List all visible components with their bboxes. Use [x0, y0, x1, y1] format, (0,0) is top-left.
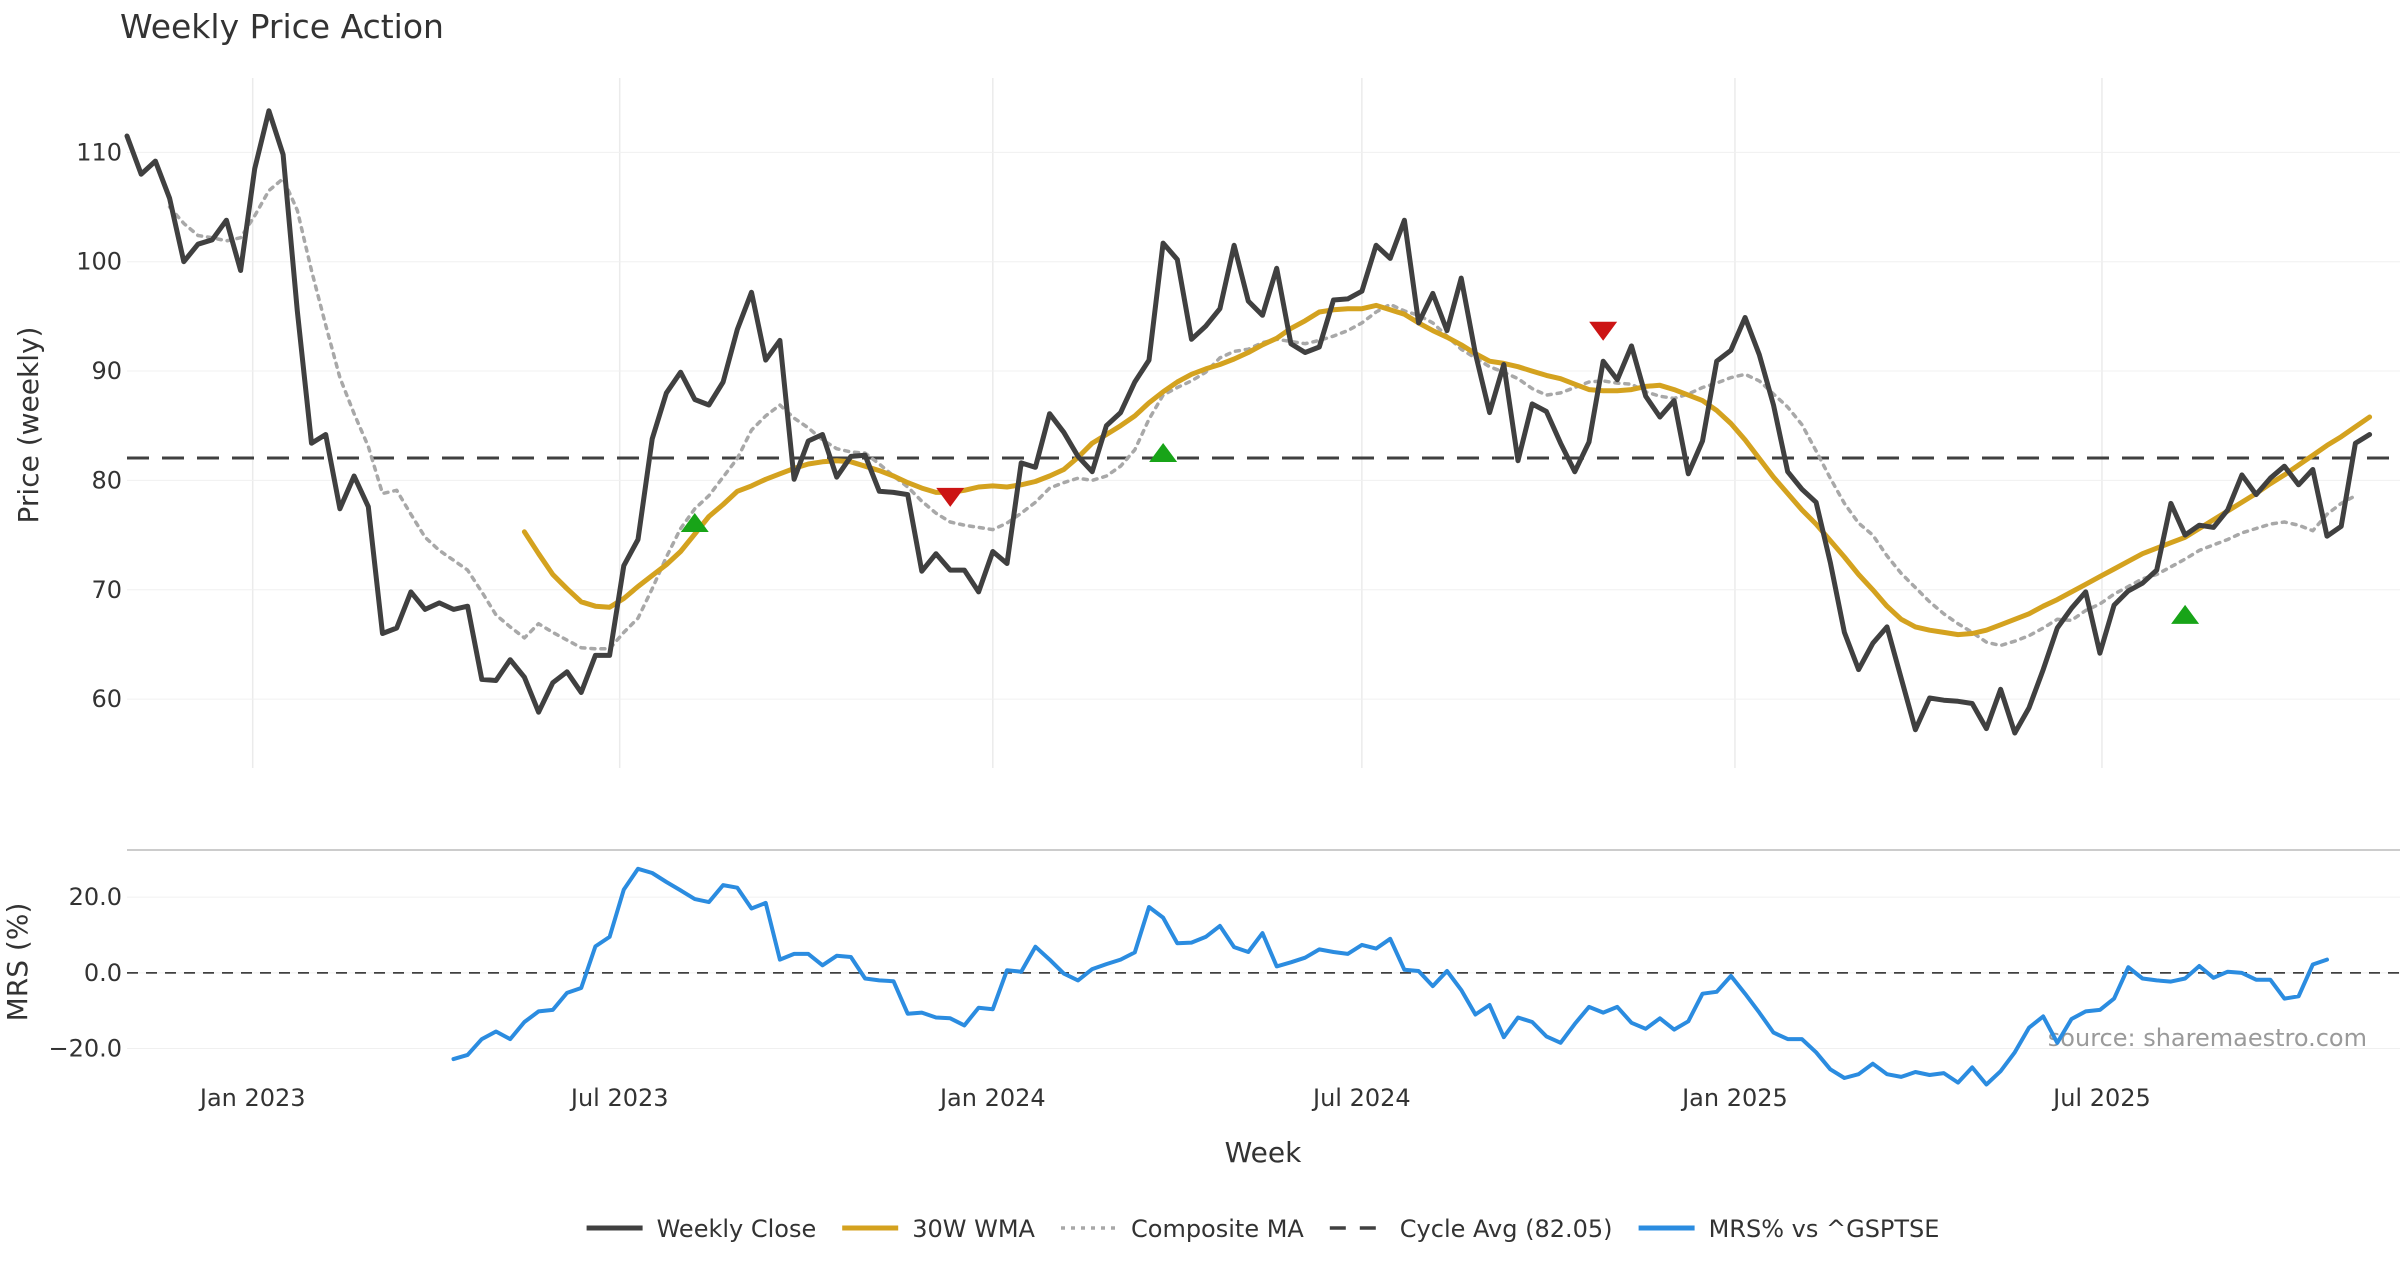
weekly-close-line: [124, 108, 2373, 736]
x-axis-label: Week: [1225, 1136, 1302, 1169]
x-tick-label: Jul 2023: [569, 1084, 669, 1112]
legend-label: Cycle Avg (82.05): [1400, 1215, 1613, 1243]
grid-layer: [127, 78, 2400, 1050]
sell-signal-marker: [1589, 321, 1618, 341]
mrs-axis-label: MRS (%): [1, 903, 34, 1022]
price-y-tick-label: 60: [91, 685, 122, 713]
buy-signal-marker: [1149, 442, 1178, 462]
mrs-y-tick-label: 20.0: [69, 883, 122, 911]
series-layer: [124, 108, 2373, 1087]
legend: Weekly Close 30W WMA Composite MA Cycle Avg…: [586, 1215, 1940, 1243]
source-note: source: sharemaestro.com: [2048, 1024, 2367, 1052]
legend-item: Composite MA: [1061, 1215, 1304, 1243]
legend-label: MRS% vs ^GSPTSE: [1709, 1215, 1940, 1243]
price-axis-label: Price (weekly): [12, 327, 45, 524]
legend-label: 30W WMA: [912, 1215, 1035, 1243]
signal-layer: [680, 321, 2200, 624]
chart-title: Weekly Price Action: [120, 7, 444, 46]
legend-label: Weekly Close: [657, 1215, 817, 1243]
legend-label: Composite MA: [1131, 1215, 1304, 1243]
price-y-tick-label: 110: [76, 138, 122, 166]
buy-signal-marker: [680, 512, 709, 532]
reference-layer: [127, 456, 2400, 974]
mrs-line: [451, 866, 2329, 1087]
axis-text-layer: Jan 2023 Jul 2023 Jan 2024 Jul 2024 Jan 2025…: [48, 138, 2150, 1112]
x-tick-label: Jan 2023: [198, 1084, 306, 1112]
x-tick-label: Jul 2024: [1311, 1084, 1411, 1112]
x-tick-label: Jan 2025: [1680, 1084, 1788, 1112]
legend-item: Weekly Close: [586, 1215, 817, 1243]
price-y-tick-label: 90: [91, 357, 122, 385]
x-tick-label: Jan 2024: [938, 1084, 1046, 1112]
price-y-tick-label: 70: [91, 576, 122, 604]
legend-item: Cycle Avg (82.05): [1329, 1215, 1613, 1243]
legend-item: 30W WMA: [842, 1215, 1036, 1243]
buy-signal-marker: [2171, 604, 2200, 624]
price-y-tick-label: 100: [76, 248, 122, 276]
legend-item: MRS% vs ^GSPTSE: [1638, 1215, 1940, 1243]
mrs-y-tick-label: 0.0: [84, 959, 122, 987]
price-y-tick-label: 80: [91, 466, 122, 494]
mrs-y-tick-label: −20.0: [48, 1035, 122, 1063]
sell-signal-marker: [936, 487, 965, 507]
x-tick-label: Jul 2025: [2051, 1084, 2151, 1112]
